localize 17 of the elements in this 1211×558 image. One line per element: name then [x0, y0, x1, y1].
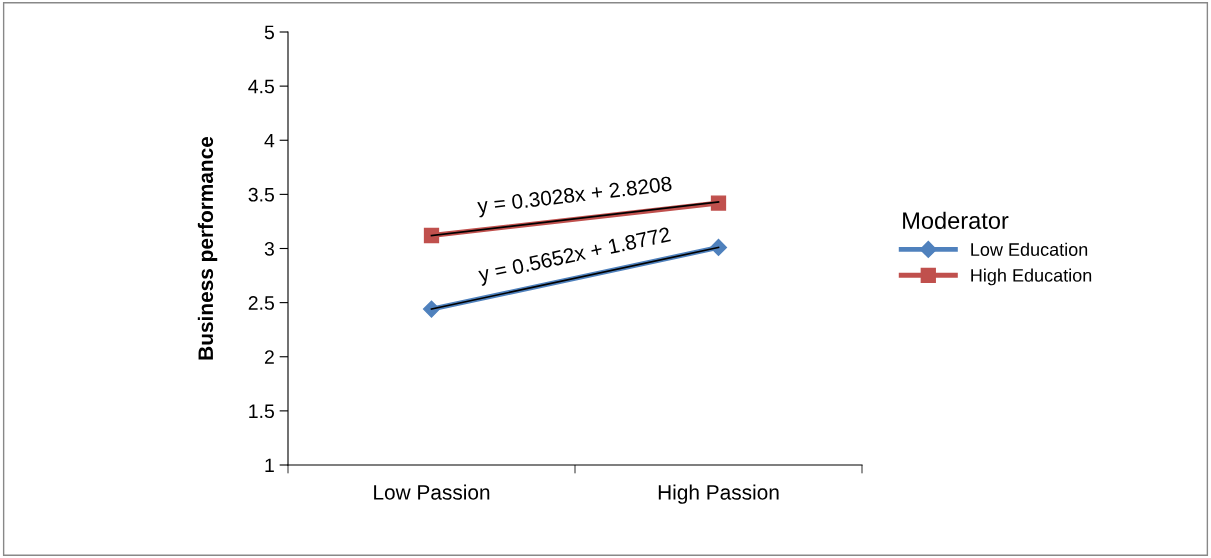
annotation: y = 0.5652x + 1.8772: [477, 226, 672, 287]
annotation: y = 0.3028x + 2.8208: [476, 176, 673, 218]
x-tick-label: High Passion: [658, 484, 779, 504]
legend-label: High Education: [971, 268, 1092, 286]
y-tick-label: 3.5: [248, 187, 274, 202]
y-tick-label: 3: [264, 241, 274, 256]
x-tick-label: Low Passion: [374, 484, 490, 500]
y-tick-label: 2: [264, 350, 274, 364]
y-tick-label: 5: [264, 25, 274, 40]
y-tick-label: 4.5: [248, 79, 274, 94]
legend-label: Low Education: [971, 242, 1088, 256]
y-tick-label: 2.5: [248, 296, 274, 310]
y-axis-title: Business performance: [197, 136, 218, 360]
legend-title: Moderator: [903, 211, 1009, 229]
y-tick-label: 1.5: [249, 404, 274, 419]
y-tick-label: 1: [265, 458, 274, 473]
y-tick-label: 4: [264, 133, 275, 148]
